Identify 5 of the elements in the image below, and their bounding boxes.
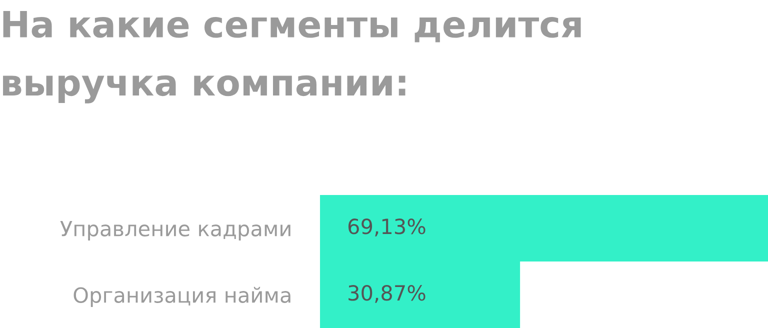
y-tick-label: Управление кадрами [60, 220, 290, 240]
chart-title: На какие сегменты делится выручка компании: [3, 10, 581, 104]
data-label: 30,87% [348, 285, 426, 303]
y-tick-label: Организация найма [74, 286, 290, 307]
data-label: 69,13% [348, 218, 426, 236]
